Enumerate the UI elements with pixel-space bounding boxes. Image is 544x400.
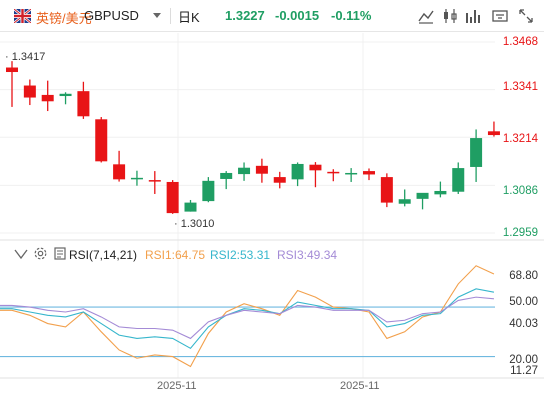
interval-selector[interactable]: 日K [178, 10, 200, 25]
visibility-icon[interactable] [14, 248, 28, 260]
high-annotation: · 1.3417 [5, 51, 46, 63]
candle-body [23, 85, 36, 98]
candle-body [113, 164, 126, 180]
price-tick: 1.3341 [502, 81, 538, 93]
candle-body [434, 190, 447, 195]
chart-toolbar: 英镑/美元 GBPUSD 日K 1.3227 -0.0015 -0.11% [0, 0, 544, 32]
candle-body [184, 202, 197, 212]
symbol-name[interactable]: 英镑/美元 [36, 11, 92, 26]
rsi-tick: 11.27 [510, 365, 538, 377]
divider [170, 8, 171, 24]
candle-body [309, 164, 322, 171]
candle-body [398, 199, 411, 204]
price-change: -0.0015 [275, 8, 320, 23]
candle-body [380, 177, 393, 203]
price-tick: 1.3086 [502, 185, 538, 197]
high-label: 1.3417 [11, 51, 46, 63]
candle-body [220, 172, 233, 179]
rsi-tick: 50.00 [509, 296, 538, 308]
gear-icon[interactable] [34, 247, 47, 260]
indicator-list-icon[interactable] [54, 247, 66, 260]
candle-body [273, 177, 286, 183]
candle-body [416, 192, 429, 199]
rsi3-line [0, 296, 495, 340]
price-tick: 1.3214 [502, 133, 538, 145]
fullscreen-icon[interactable] [516, 6, 536, 26]
low-label: 1.3010 [180, 218, 215, 230]
uk-flag-icon [14, 9, 31, 23]
candle-body [487, 131, 500, 136]
candle-body [130, 177, 143, 180]
candle-body [238, 167, 251, 175]
rsi-tick: 68.80 [509, 270, 538, 282]
rsi1-line [0, 265, 495, 368]
candlestick-icon[interactable] [440, 6, 460, 26]
low-annotation: · 1.3010 [174, 218, 215, 230]
candle-body [452, 168, 465, 192]
symbol-code[interactable]: GBPUSD [84, 8, 139, 23]
settings-icon[interactable] [490, 6, 510, 26]
candle-body [470, 138, 483, 167]
indicator-name[interactable]: RSI(7,14,21) [69, 248, 138, 262]
line-chart-icon[interactable] [416, 6, 436, 26]
date-label: 2025-11 [340, 380, 380, 392]
rsi2-value: RSI2:53.31 [210, 248, 271, 262]
rsi3-value: RSI3:49.34 [277, 248, 338, 262]
candle-body [327, 171, 340, 174]
candle-body [291, 163, 304, 180]
candle-body [255, 165, 268, 174]
candle-body [345, 172, 358, 175]
last-price: 1.3227 [225, 8, 265, 23]
candle-body [363, 171, 375, 175]
date-label: 2025-11 [157, 380, 197, 392]
chevron-down-icon[interactable] [153, 13, 161, 18]
candle-body [166, 181, 179, 214]
price-tick: 1.2959 [502, 227, 538, 239]
candle-body [6, 67, 18, 73]
candle-body [148, 180, 161, 182]
candle-body [202, 180, 215, 202]
rsi-tick: 40.03 [509, 318, 538, 330]
candle-body [95, 119, 108, 162]
bar-chart-icon[interactable] [464, 6, 484, 26]
rsi-tick: 20.00 [509, 354, 538, 366]
rsi1-value: RSI1:64.75 [145, 248, 206, 262]
candle-body [41, 94, 54, 102]
candle-body [77, 91, 90, 117]
candle-body [59, 93, 72, 97]
price-tick: 1.3468 [502, 36, 538, 48]
price-change-percent: -0.11% [331, 8, 372, 23]
rsi2-line [0, 288, 495, 350]
